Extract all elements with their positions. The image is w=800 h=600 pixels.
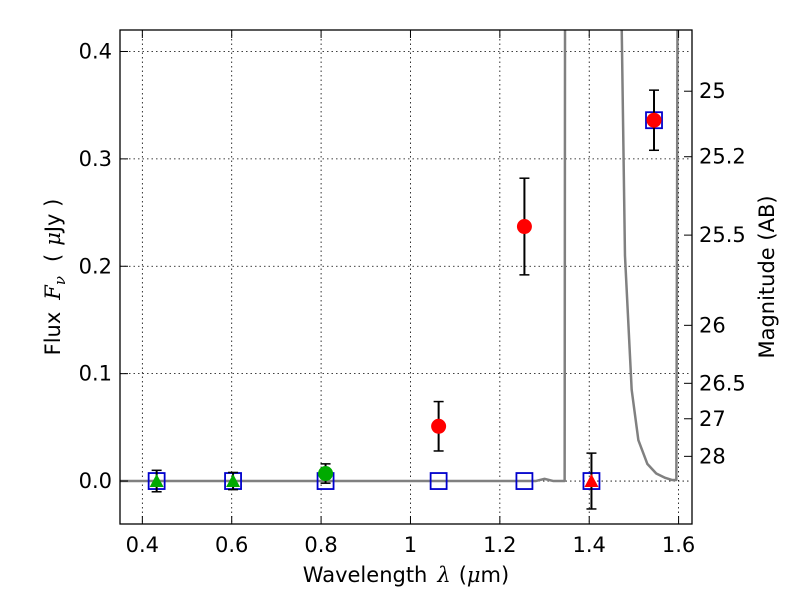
y2-tick-label: 26 (699, 313, 726, 337)
x-tick-label: 1.4 (573, 533, 606, 557)
y-tick-label: 0.0 (79, 469, 112, 493)
grid (120, 30, 692, 524)
y2-tick-label: 25.5 (699, 223, 746, 247)
model-point-square (515, 472, 534, 490)
plot-area (120, 30, 679, 510)
y-tick-label: 0.1 (79, 362, 112, 386)
model-point-square (429, 472, 448, 490)
observed-point-circle (646, 112, 662, 128)
observed-point-circle (431, 418, 447, 434)
observed-point-circle (516, 219, 532, 235)
y2-axis-label: Magnitude (AB) (755, 195, 779, 358)
axis-ticks: 0.4 0.6 0.8 1 1.2 1.4 1.6 0.0 0.1 0.2 0.3 0.4 25 25.2… (79, 30, 746, 557)
y-tick-label: 0.4 (79, 39, 112, 63)
x-axis-label: Wavelength λ (μm) (303, 563, 509, 587)
x-tick-label: 0.4 (126, 533, 159, 557)
y-axis-label: FluxFν(μJy ) (41, 199, 69, 356)
upper-limit-triangle (226, 474, 241, 488)
y2-tick-label: 28 (699, 444, 726, 468)
y-tick-label: 0.3 (79, 147, 112, 171)
y-tick-label: 0.2 (79, 254, 112, 278)
y2-tick-label: 25.2 (699, 145, 746, 169)
upper-limit-triangle (149, 474, 164, 488)
x-tick-label: 0.8 (304, 533, 337, 557)
y2-tick-label: 27 (699, 407, 726, 431)
y2-tick-label: 25 (699, 79, 726, 103)
plot-frame (119, 29, 693, 525)
x-tick-label: 1 (404, 533, 417, 557)
model-spectrum-line (120, 30, 679, 483)
y2-tick-label: 26.5 (699, 371, 746, 395)
x-tick-label: 0.6 (215, 533, 248, 557)
observed-point-circle (318, 466, 334, 482)
upper-limit-triangle (584, 474, 599, 488)
x-tick-label: 1.6 (662, 533, 695, 557)
x-tick-label: 1.2 (483, 533, 516, 557)
